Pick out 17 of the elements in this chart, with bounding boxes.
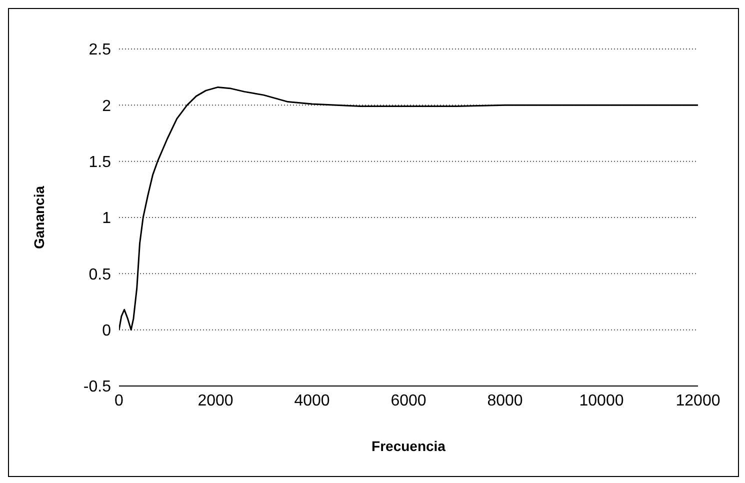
x-tick-label: 6000 — [390, 392, 426, 410]
x-tick-label: 8000 — [487, 392, 523, 410]
x-tick-label: 10000 — [579, 392, 624, 410]
y-tick-label: 0.5 — [88, 266, 112, 284]
x-axis-title: Frecuencia — [372, 438, 446, 454]
line-series — [119, 86, 698, 331]
y-tick-label: 1.5 — [88, 154, 112, 172]
x-tick-label: 0 — [114, 392, 124, 410]
x-tick-label: 4000 — [294, 392, 330, 410]
y-tick-label: 2.5 — [88, 42, 112, 59]
y-tick-label: 1 — [102, 210, 112, 228]
y-axis-title: Ganancia — [30, 186, 47, 250]
x-tick-label: 2000 — [198, 392, 234, 410]
y-tick-label: -0.5 — [83, 378, 112, 396]
x-tick-label: 12000 — [676, 392, 720, 410]
y-tick-label: 0 — [102, 322, 112, 340]
y-tick-label: 2 — [102, 98, 112, 115]
